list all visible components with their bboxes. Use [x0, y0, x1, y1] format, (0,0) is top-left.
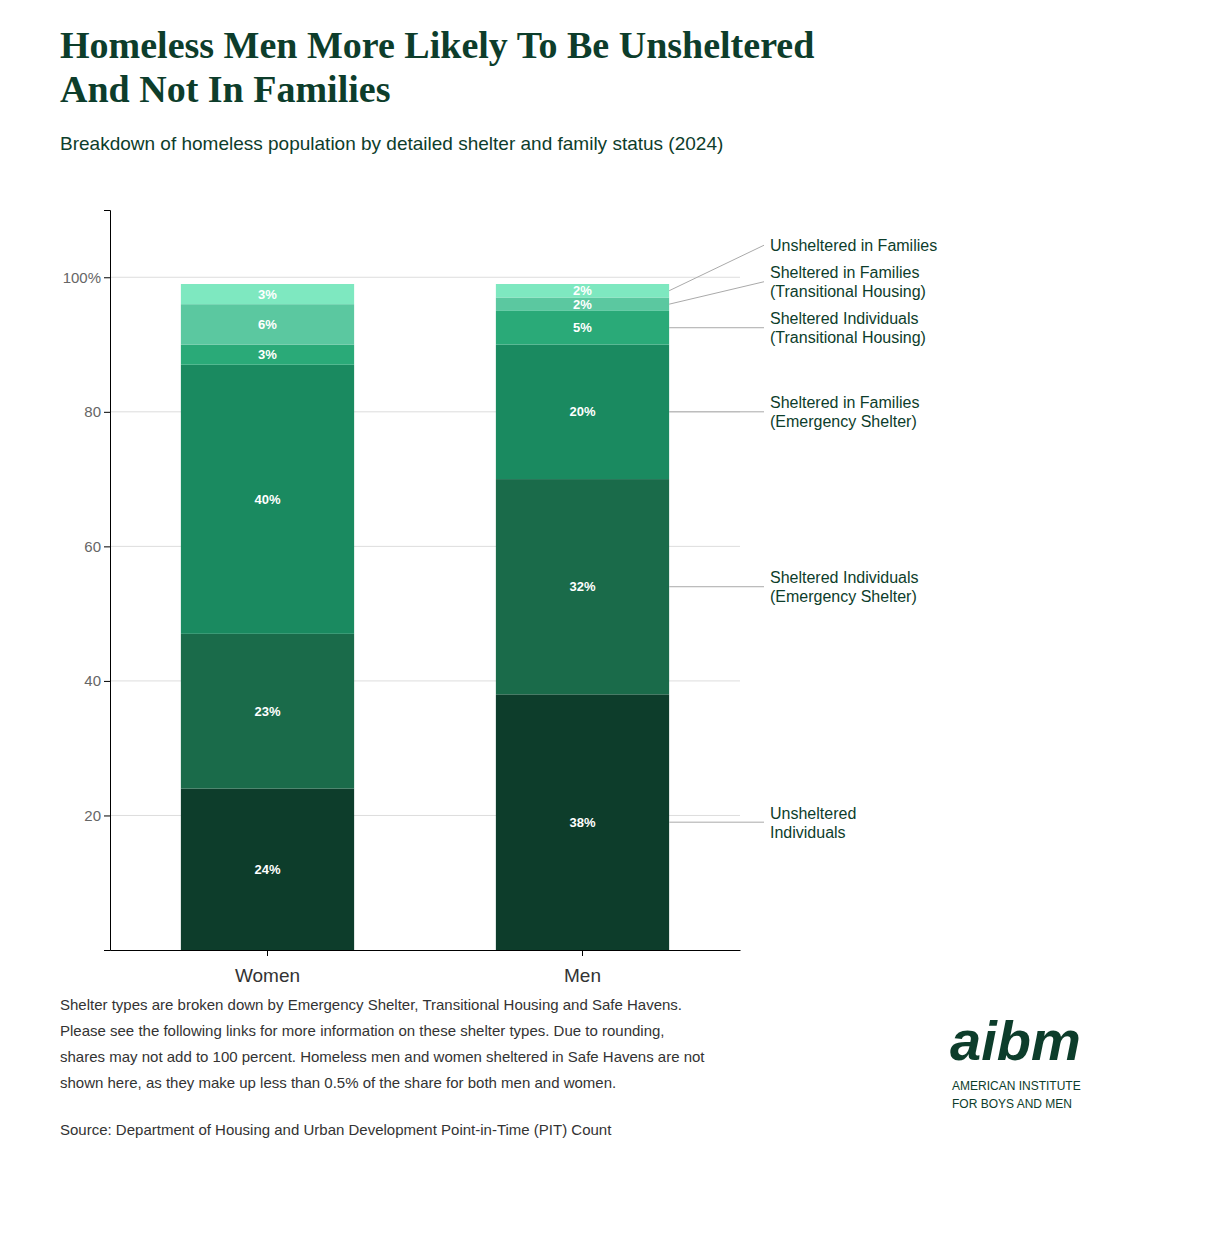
series — [181, 345, 669, 634]
tick-label: 60 — [84, 538, 101, 555]
text-line: (Emergency Shelter) — [770, 588, 917, 605]
data-label: 38% — [569, 815, 595, 830]
data-label: 3% — [258, 347, 277, 362]
logo-mark: aibm — [950, 1009, 1081, 1072]
tick: 100% — [63, 269, 110, 286]
tick-mark — [104, 815, 110, 816]
tick-mark — [267, 950, 268, 956]
text-line: (Emergency Shelter) — [770, 413, 917, 430]
title: Homeless Men More Likely To Be Unshelter… — [60, 24, 814, 110]
tick: 60 — [84, 538, 110, 555]
annotation: Sheltered Individuals (Emergency Shelter) — [770, 569, 919, 605]
footnotes: Shelter types are broken down by Emergen… — [60, 996, 705, 1091]
footnote: Please see the following links for more … — [60, 1022, 665, 1039]
tick-label: 20 — [84, 807, 101, 824]
data-label: 24% — [254, 862, 280, 877]
y-axis: 20 40 60 80 100% — [63, 211, 111, 951]
axis-line — [104, 211, 111, 951]
annotation: Sheltered in Families (Emergency Shelter) — [770, 394, 919, 430]
bar — [181, 789, 354, 950]
data-label: 20% — [569, 404, 595, 419]
data-label: 2% — [573, 297, 592, 312]
text-line: (Transitional Housing) — [770, 283, 926, 300]
tick-mark — [104, 277, 110, 278]
bar — [496, 311, 669, 345]
logo: aibm AMERICAN INSTITUTE FOR BOYS AND MEN — [950, 1009, 1081, 1111]
text-line: And Not In Families — [60, 68, 390, 110]
tick-label: 40 — [84, 672, 101, 689]
annotation: Unsheltered in Families — [770, 237, 937, 254]
data-label: 2% — [573, 283, 592, 298]
text-line: Sheltered in Families — [770, 394, 919, 411]
annotation: Unsheltered Individuals — [770, 804, 856, 840]
leader-line — [669, 586, 764, 587]
tick: 20 — [84, 807, 110, 824]
footnote: Shelter types are broken down by Emergen… — [60, 996, 682, 1013]
tick-mark — [104, 681, 110, 682]
data-label: 3% — [258, 287, 277, 302]
data-label: 32% — [569, 579, 595, 594]
text-line: Sheltered in Families — [770, 264, 919, 281]
annotation: Sheltered Individuals (Transitional Housi… — [770, 310, 926, 346]
bar — [496, 345, 669, 480]
tick-mark — [104, 546, 110, 547]
subtitle: Breakdown of homeless population by deta… — [60, 133, 723, 154]
logo-text: AMERICAN INSTITUTE FOR BOYS AND MEN — [952, 1079, 1081, 1111]
tick-label: Men — [564, 965, 601, 986]
text-line: Unsheltered — [770, 804, 856, 821]
axis-line — [111, 950, 741, 951]
leader-line — [669, 822, 764, 823]
bar — [496, 694, 669, 950]
leader-line — [669, 411, 764, 412]
series — [181, 297, 669, 344]
x-axis: Women Men — [111, 950, 741, 986]
data-label: 6% — [258, 317, 277, 332]
bar — [496, 297, 669, 310]
data-label: 5% — [573, 320, 592, 335]
tick: Men — [564, 950, 601, 986]
tick: 80 — [84, 403, 110, 420]
text-line: Sheltered Individuals — [770, 310, 919, 327]
text-line: Homeless Men More Likely To Be Unshelter… — [60, 24, 814, 66]
tick-label: 80 — [84, 403, 101, 420]
bars — [181, 284, 669, 950]
chart: Homeless Men More Likely To Be Unshelter… — [0, 0, 1220, 1260]
text-line: Unsheltered in Families — [770, 237, 937, 254]
text-line: (Transitional Housing) — [770, 329, 926, 346]
bar — [181, 304, 354, 344]
data-labels: 24% 38% 23% 32% 40% 20% 3% 5% 6% 2% 3% 2% — [254, 283, 595, 877]
data-label: 23% — [254, 704, 280, 719]
leader-line — [669, 327, 764, 328]
tick-label: Women — [235, 965, 300, 986]
footnote: shares may not add to 100 percent. Homel… — [60, 1048, 705, 1065]
leader-line — [669, 282, 764, 304]
annotations: Unsheltered Individuals Sheltered Individu… — [669, 237, 937, 840]
footnote: shown here, as they make up less than 0.… — [60, 1074, 616, 1091]
grid-line — [110, 277, 740, 278]
bar — [181, 365, 354, 634]
tick-mark — [582, 950, 583, 956]
series — [181, 284, 669, 304]
text-line: AMERICAN INSTITUTE — [952, 1079, 1081, 1093]
text-line: Individuals — [770, 823, 846, 840]
text-line: FOR BOYS AND MEN — [952, 1097, 1072, 1111]
source: Source: Department of Housing and Urban … — [60, 1121, 612, 1138]
tick: Women — [235, 950, 300, 986]
bar — [496, 284, 669, 297]
bar — [181, 345, 354, 365]
data-label: 40% — [254, 492, 280, 507]
text-line: Sheltered Individuals — [770, 569, 919, 586]
annotation: Sheltered in Families (Transitional Housi… — [770, 264, 926, 300]
tick-mark — [104, 412, 110, 413]
tick: 40 — [84, 672, 110, 689]
bar — [181, 634, 354, 789]
tick-label: 100% — [63, 269, 101, 286]
bar — [181, 284, 354, 304]
bar — [496, 479, 669, 694]
leader-line — [669, 245, 764, 290]
